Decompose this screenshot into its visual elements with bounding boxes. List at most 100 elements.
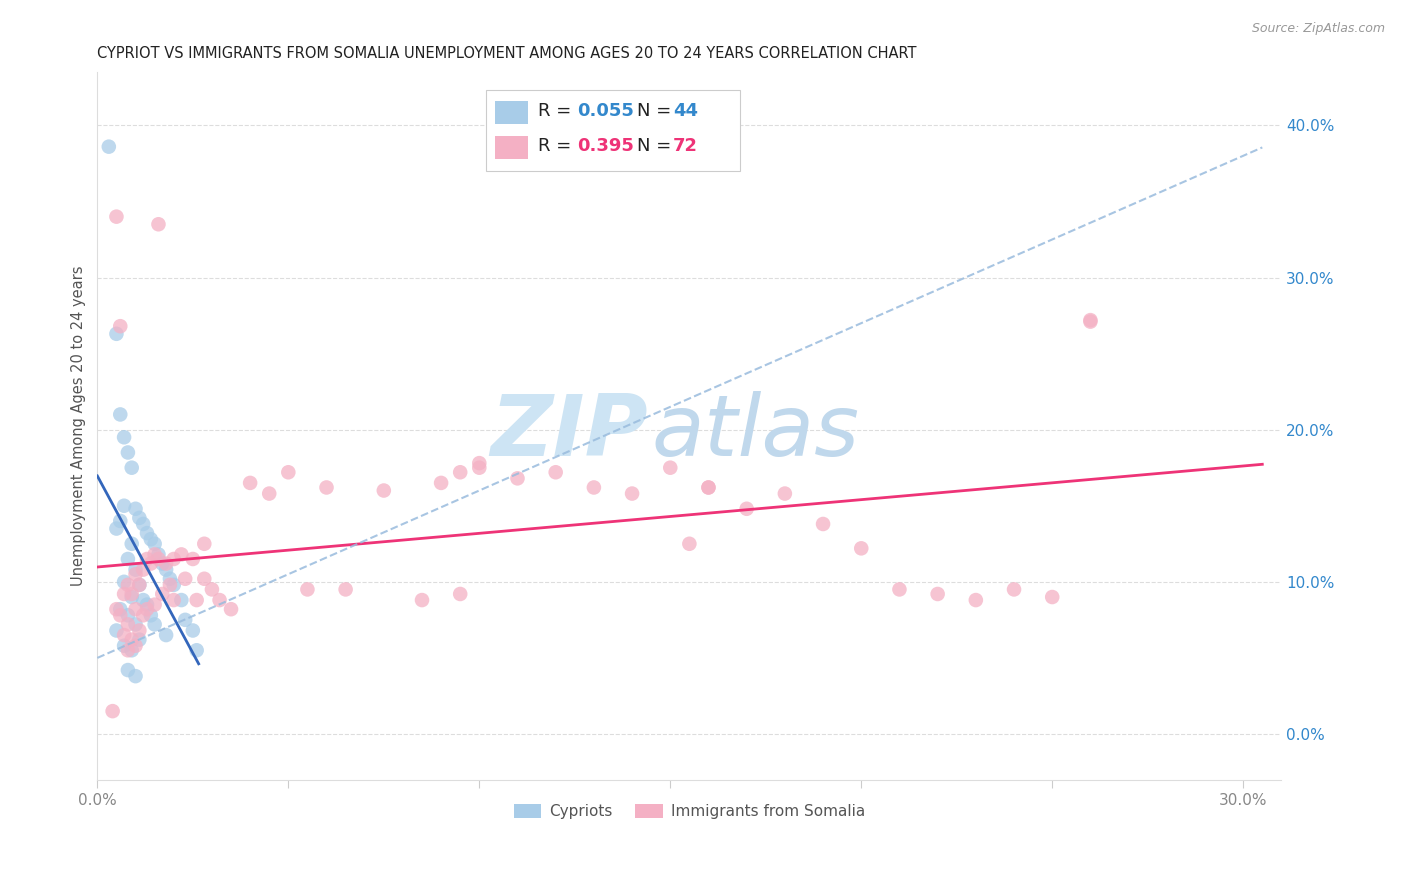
Legend: Cypriots, Immigrants from Somalia: Cypriots, Immigrants from Somalia — [508, 797, 870, 825]
Point — [112, 587, 135, 601]
Point — [219, 602, 242, 616]
Point — [257, 486, 280, 500]
Point — [239, 475, 262, 490]
Point — [117, 663, 139, 677]
Point — [148, 552, 170, 566]
Point — [811, 516, 834, 531]
Point — [128, 632, 150, 647]
Text: 72: 72 — [673, 137, 697, 155]
Point — [965, 593, 987, 607]
Point — [136, 552, 159, 566]
Point — [174, 572, 197, 586]
Text: N =: N = — [637, 102, 678, 120]
Point — [735, 501, 758, 516]
Point — [148, 548, 170, 562]
FancyBboxPatch shape — [485, 90, 741, 171]
Point — [124, 501, 146, 516]
Point — [159, 572, 181, 586]
Point — [110, 602, 132, 616]
Point — [143, 537, 166, 551]
Text: Source: ZipAtlas.com: Source: ZipAtlas.com — [1251, 22, 1385, 36]
Point — [136, 526, 159, 541]
Point — [697, 481, 720, 495]
Point — [1040, 590, 1063, 604]
Point — [97, 139, 120, 153]
Point — [105, 326, 128, 341]
Point — [193, 572, 215, 586]
Point — [128, 578, 150, 592]
Point — [110, 319, 132, 334]
Point — [112, 628, 135, 642]
Point — [136, 598, 159, 612]
Point — [121, 632, 143, 647]
Point — [186, 593, 208, 607]
Point — [139, 532, 162, 546]
Point — [1002, 582, 1025, 597]
Point — [544, 465, 567, 479]
Point — [132, 563, 155, 577]
Point — [163, 578, 186, 592]
Point — [117, 445, 139, 459]
Point — [124, 602, 146, 616]
Point — [105, 522, 128, 536]
Point — [449, 587, 471, 601]
Point — [315, 481, 337, 495]
Point — [117, 552, 139, 566]
Point — [124, 617, 146, 632]
Point — [124, 639, 146, 653]
Point — [163, 593, 186, 607]
Point — [128, 511, 150, 525]
Point — [1080, 315, 1102, 329]
Point — [112, 430, 135, 444]
Text: R =: R = — [538, 137, 576, 155]
Point — [128, 624, 150, 638]
Point — [139, 557, 162, 571]
Point — [139, 608, 162, 623]
Point — [155, 563, 177, 577]
Point — [927, 587, 949, 601]
Text: R =: R = — [538, 102, 576, 120]
Y-axis label: Unemployment Among Ages 20 to 24 years: Unemployment Among Ages 20 to 24 years — [72, 266, 86, 586]
Point — [110, 408, 132, 422]
Point — [468, 460, 491, 475]
Point — [136, 602, 159, 616]
Point — [105, 624, 128, 638]
Point — [121, 587, 143, 601]
Point — [148, 217, 170, 231]
Point — [1080, 313, 1102, 327]
Point — [773, 486, 796, 500]
Point — [143, 598, 166, 612]
Point — [112, 639, 135, 653]
Point — [110, 608, 132, 623]
Point — [506, 471, 529, 485]
Point — [105, 210, 128, 224]
Point — [430, 475, 453, 490]
Point — [132, 516, 155, 531]
Point — [697, 481, 720, 495]
Point — [121, 643, 143, 657]
Point — [297, 582, 319, 597]
Point — [468, 456, 491, 470]
Point — [124, 567, 146, 582]
Point — [112, 574, 135, 589]
Point — [110, 514, 132, 528]
Point — [851, 541, 873, 556]
Point — [621, 486, 644, 500]
Point — [193, 537, 215, 551]
Point — [170, 593, 193, 607]
Point — [678, 537, 700, 551]
Text: 0.395: 0.395 — [576, 137, 634, 155]
Point — [163, 552, 186, 566]
FancyBboxPatch shape — [495, 101, 529, 124]
Text: CYPRIOT VS IMMIGRANTS FROM SOMALIA UNEMPLOYMENT AMONG AGES 20 TO 24 YEARS CORREL: CYPRIOT VS IMMIGRANTS FROM SOMALIA UNEMP… — [97, 46, 917, 62]
Point — [449, 465, 471, 479]
Point — [117, 617, 139, 632]
Point — [105, 602, 128, 616]
Point — [143, 617, 166, 632]
Point — [174, 613, 197, 627]
Text: 0.055: 0.055 — [576, 102, 634, 120]
Text: 44: 44 — [673, 102, 697, 120]
Point — [181, 552, 204, 566]
Point — [582, 481, 605, 495]
Point — [150, 557, 173, 571]
